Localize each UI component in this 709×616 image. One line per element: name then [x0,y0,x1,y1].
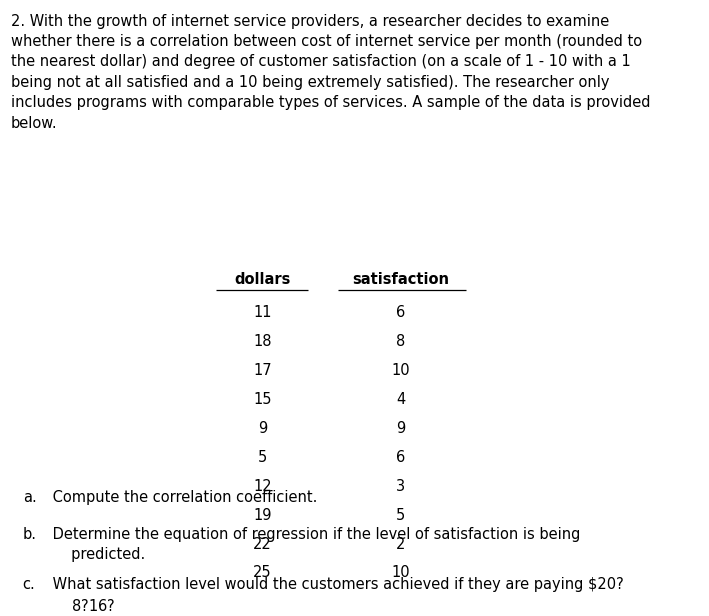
Text: 4: 4 [396,392,406,407]
Text: 19: 19 [253,508,272,522]
Text: 10: 10 [391,363,410,378]
Text: 18: 18 [253,334,272,349]
Text: satisfaction: satisfaction [352,272,449,287]
Text: 9: 9 [396,421,406,436]
Text: 11: 11 [253,305,272,320]
Text: a.: a. [23,490,36,505]
Text: b.: b. [23,527,37,541]
Text: 5: 5 [396,508,406,522]
Text: 8: 8 [396,334,406,349]
Text: Determine the equation of regression if the level of satisfaction is being
     : Determine the equation of regression if … [48,527,581,562]
Text: 3: 3 [396,479,405,493]
Text: Compute the correlation coefficient.: Compute the correlation coefficient. [48,490,318,505]
Text: 12: 12 [253,479,272,493]
Text: What satisfaction level would the customers achieved if they are paying $20?
   : What satisfaction level would the custom… [48,577,624,614]
Text: 5: 5 [257,450,267,464]
Text: 10: 10 [391,565,410,580]
Text: c.: c. [23,577,35,592]
Text: 25: 25 [253,565,272,580]
Text: 9: 9 [257,421,267,436]
Text: 6: 6 [396,305,406,320]
Text: 17: 17 [253,363,272,378]
Text: 6: 6 [396,450,406,464]
Text: 2. With the growth of internet service providers, a researcher decides to examin: 2. With the growth of internet service p… [11,14,650,131]
Text: 15: 15 [253,392,272,407]
Text: 2: 2 [396,537,406,551]
Text: 22: 22 [253,537,272,551]
Text: dollars: dollars [234,272,291,287]
